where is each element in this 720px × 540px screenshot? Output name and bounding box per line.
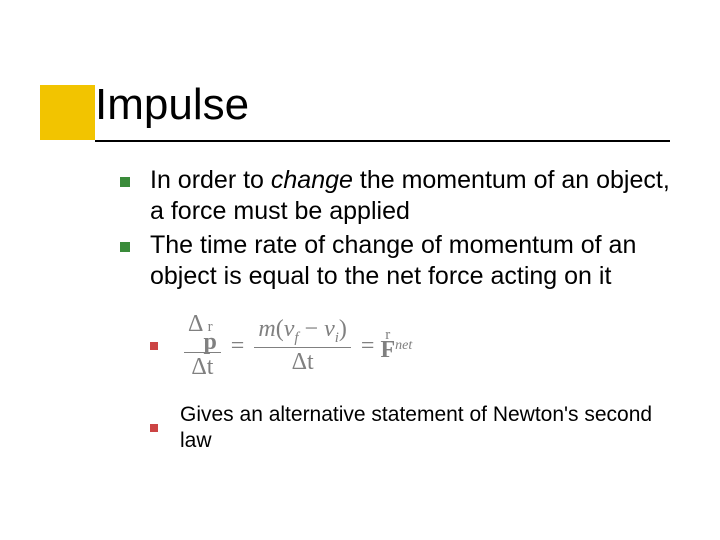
m-sym: m	[258, 316, 275, 342]
p-symbol: p	[203, 332, 216, 352]
bullet-item-1: In order to change the momentum of an ob…	[120, 165, 680, 228]
frac-den-dt: Δt	[187, 353, 217, 382]
content-area: In order to change the momentum of an ob…	[120, 165, 680, 475]
title-block: Impulse	[95, 80, 249, 130]
rpar: )	[339, 316, 347, 342]
bullet-item-2: The time rate of change of momentum of a…	[120, 230, 680, 293]
equals-2: =	[361, 333, 375, 360]
bullet-text-1: In order to change the momentum of an ob…	[150, 165, 680, 228]
bullet-text-2: The time rate of change of momentum of a…	[150, 230, 680, 293]
sub-bullet-label: Gives an alternative statement of Newton…	[180, 402, 680, 455]
sub-bullet-square-icon	[150, 424, 158, 432]
frac-num-mv: m(vf − vi)	[254, 315, 351, 347]
bullet-square-icon	[120, 242, 130, 252]
vec-F: r F	[380, 331, 395, 360]
page-title: Impulse	[95, 80, 249, 130]
frac-num-dp: Δrp	[184, 310, 221, 352]
minus: −	[299, 316, 325, 342]
sub-bullet-formula: Δrp Δt = m(vf − vi) Δt = r F net	[150, 310, 680, 382]
sub-bullet-square-icon	[150, 342, 158, 350]
frac-dp-dt: Δrp Δt	[184, 310, 221, 382]
bullet-1-pre: In order to	[150, 166, 271, 194]
sub-net: net	[395, 338, 412, 354]
F-symbol: F	[380, 340, 395, 360]
bullet-1-em: change	[271, 166, 353, 194]
formula: Δrp Δt = m(vf − vi) Δt = r F net	[180, 310, 412, 382]
vec-p: rp	[203, 323, 216, 352]
v-f: v	[284, 316, 295, 342]
accent-box	[40, 85, 95, 140]
bullet-square-icon	[120, 177, 130, 187]
sub-bullet-text: Gives an alternative statement of Newton…	[150, 402, 680, 455]
frac-den-dt2: Δt	[288, 348, 318, 377]
delta-sym: Δ	[188, 311, 203, 337]
title-underline	[95, 140, 670, 142]
v-i: v	[324, 316, 335, 342]
equals-1: =	[231, 333, 245, 360]
lpar: (	[276, 316, 284, 342]
sub-content: Δrp Δt = m(vf − vi) Δt = r F net	[150, 310, 680, 455]
frac-mv-dt: m(vf − vi) Δt	[254, 315, 351, 377]
